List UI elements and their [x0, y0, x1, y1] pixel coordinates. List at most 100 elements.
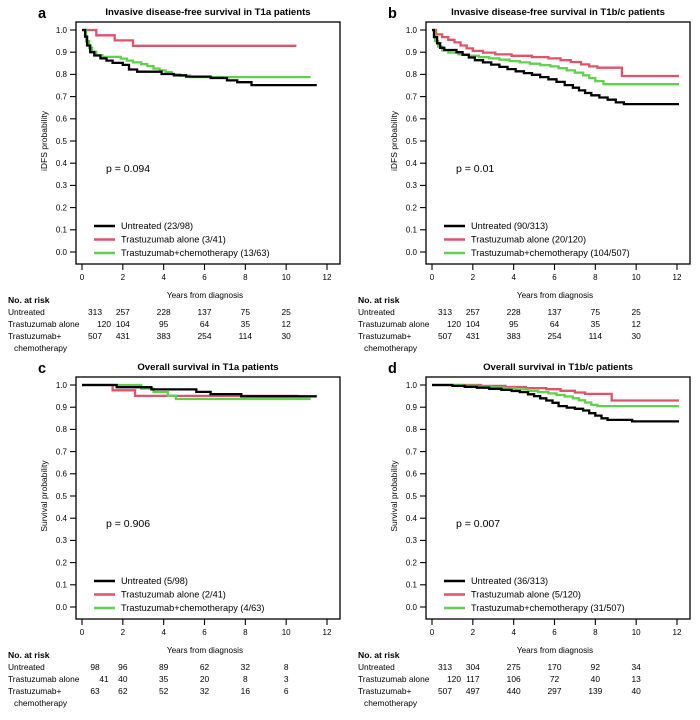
risk-count: 52 [159, 686, 169, 696]
x-tick-label: 12 [323, 628, 332, 637]
y-tick-label: 0.9 [56, 48, 68, 57]
legend-label: Trastuzumab+chemotherapy (4/63) [121, 603, 264, 613]
risk-row-label: Untreated [358, 307, 395, 317]
risk-table-heading: No. at risk [358, 295, 400, 305]
risk-count: 228 [157, 307, 171, 317]
risk-count: 431 [466, 331, 480, 341]
y-tick-label: 0.5 [56, 137, 68, 146]
y-tick-label: 1.0 [56, 381, 68, 390]
risk-row-label: Trastuzumab+ [8, 331, 62, 341]
plot-box [425, 376, 691, 620]
km-curve-trastuzumab-alone [432, 383, 679, 402]
y-tick-label: 0.1 [406, 581, 418, 590]
y-tick-label: 0.1 [56, 581, 68, 590]
risk-row-label: Trastuzumab alone [8, 674, 80, 684]
legend-label: Trastuzumab+chemotherapy (104/507) [471, 248, 630, 258]
risk-count: 96 [118, 662, 128, 672]
legend-label: Trastuzumab alone (3/41) [121, 235, 226, 245]
y-tick-label: 0.0 [406, 603, 418, 612]
x-tick-label: 4 [161, 273, 166, 282]
risk-table-heading: No. at risk [8, 650, 50, 660]
risk-row-label: Trastuzumab alone [358, 319, 430, 329]
x-tick-label: 2 [121, 273, 126, 282]
risk-row-label: Trastuzumab+ [8, 686, 62, 696]
risk-count: 34 [632, 662, 642, 672]
x-tick-label: 12 [673, 273, 682, 282]
y-tick-label: 0.6 [406, 470, 418, 479]
risk-count: 25 [282, 307, 292, 317]
risk-count: 228 [507, 307, 521, 317]
risk-count: 92 [591, 662, 601, 672]
risk-count: 30 [282, 331, 292, 341]
risk-count: 3 [284, 674, 289, 684]
y-tick-label: 0.0 [406, 248, 418, 257]
risk-count: 41 [99, 674, 109, 684]
x-tick-label: 4 [511, 628, 516, 637]
x-tick-label: 12 [323, 273, 332, 282]
plot-box [75, 376, 341, 620]
risk-count: 254 [198, 331, 212, 341]
risk-count: 137 [198, 307, 212, 317]
x-axis-label: Years from diagnosis [517, 646, 593, 655]
p-value: p = 0.007 [456, 518, 500, 530]
y-axis-label: Survival probability [389, 460, 399, 532]
risk-count: 63 [90, 686, 100, 696]
risk-count: 120 [447, 674, 461, 684]
y-tick-label: 0.8 [406, 70, 418, 79]
risk-count: 383 [157, 331, 171, 341]
risk-count: 20 [200, 674, 210, 684]
plot-box [75, 21, 341, 265]
legend-label: Trastuzumab+chemotherapy (13/63) [121, 248, 270, 258]
y-tick-label: 0.7 [406, 447, 418, 456]
x-tick-label: 10 [282, 273, 291, 282]
y-axis-label: iDFS probability [39, 110, 49, 171]
risk-row-label: Trastuzumab+ [358, 331, 412, 341]
y-axis-label: iDFS probability [389, 110, 399, 171]
risk-count: 383 [507, 331, 521, 341]
panel-c: c Overall survival in T1a patients Surviva… [0, 355, 350, 720]
y-tick-label: 0.2 [406, 558, 418, 567]
y-tick-label: 0.4 [406, 514, 418, 523]
risk-count: 507 [88, 331, 102, 341]
risk-count: 12 [632, 319, 642, 329]
risk-row-label: Untreated [8, 307, 45, 317]
p-value: p = 0.094 [106, 163, 150, 175]
risk-count: 440 [507, 686, 521, 696]
risk-count: 257 [466, 307, 480, 317]
x-tick-label: 10 [632, 628, 641, 637]
risk-count: 95 [509, 319, 519, 329]
risk-count: 64 [550, 319, 560, 329]
legend-label: Trastuzumab alone (20/120) [471, 235, 586, 245]
y-tick-label: 0.4 [406, 159, 418, 168]
risk-count: 72 [550, 674, 560, 684]
chart-title: Overall survival in T1a patients [137, 362, 278, 373]
chart-title: Invasive disease-free survival in T1a pa… [105, 7, 310, 18]
risk-count: 313 [88, 307, 102, 317]
risk-count: 139 [588, 686, 602, 696]
risk-count: 170 [548, 662, 562, 672]
x-tick-label: 6 [202, 273, 207, 282]
risk-row-label-line2: chemotherapy [14, 343, 68, 353]
y-tick-label: 0.8 [56, 425, 68, 434]
risk-count: 431 [116, 331, 130, 341]
y-tick-label: 0.7 [406, 92, 418, 101]
risk-count: 313 [438, 307, 452, 317]
risk-count: 75 [591, 307, 601, 317]
y-tick-label: 0.7 [56, 92, 68, 101]
y-tick-label: 0.5 [406, 137, 418, 146]
risk-count: 95 [159, 319, 169, 329]
legend-label: Trastuzumab+chemotherapy (31/507) [471, 603, 625, 613]
y-tick-label: 0.0 [56, 603, 68, 612]
risk-count: 40 [118, 674, 128, 684]
x-tick-label: 2 [471, 273, 476, 282]
y-tick-label: 0.3 [56, 181, 68, 190]
panel-letter: d [388, 361, 397, 377]
risk-count: 257 [116, 307, 130, 317]
y-tick-label: 0.2 [56, 203, 68, 212]
y-tick-label: 0.6 [56, 115, 68, 124]
panel-d: d Overall survival in T1b/c patients Survi… [350, 355, 700, 720]
risk-count: 16 [241, 686, 251, 696]
risk-count: 114 [239, 331, 253, 341]
risk-count: 106 [507, 674, 521, 684]
